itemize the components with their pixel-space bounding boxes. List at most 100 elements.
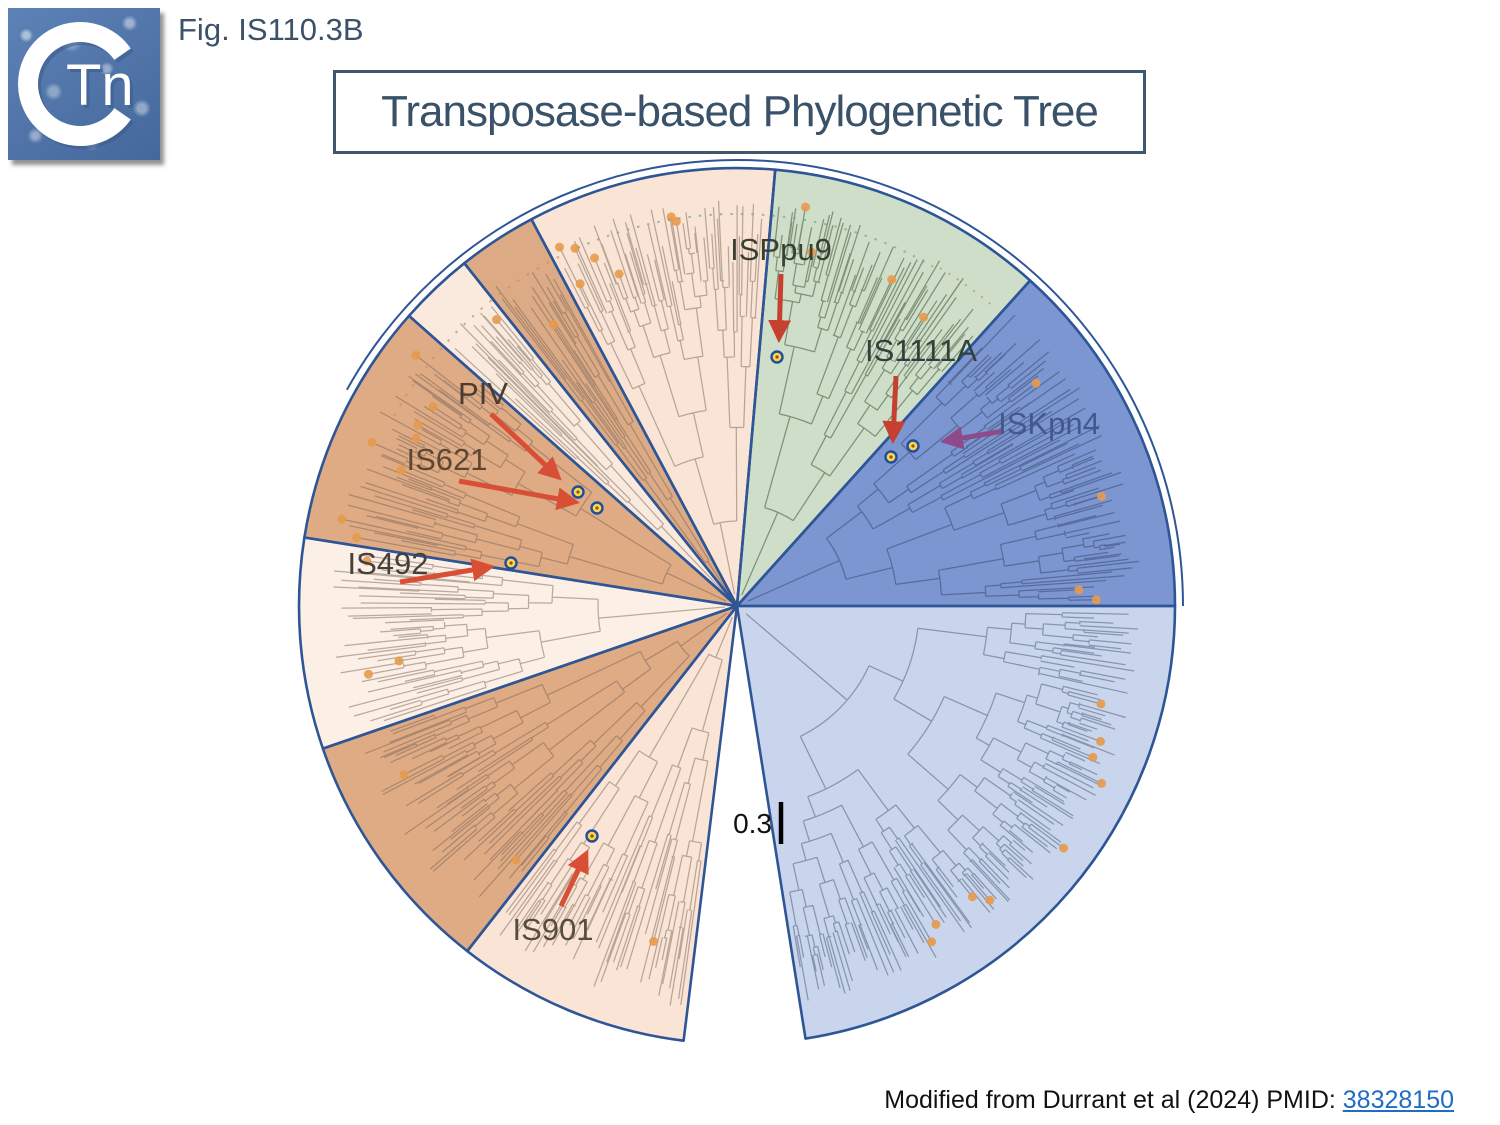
citation-text: Modified from Durrant et al (2024) PMID: (884, 1086, 1343, 1114)
tip-dot (396, 465, 406, 475)
node-marker-core-PIV (576, 490, 580, 494)
tip-dot (555, 242, 564, 252)
tip-dot (570, 243, 580, 253)
branches-blue-medium (747, 314, 1139, 602)
tip-dot (492, 315, 501, 325)
clade-label-IS621: IS621 (406, 442, 487, 477)
sector-outline-peach-is901 (466, 604, 739, 1042)
tip-dot (411, 433, 421, 443)
sector-outline-cream-west (297, 536, 739, 750)
tip-dot (337, 514, 347, 524)
branches-cream-nw (454, 306, 730, 598)
tip-dots-cream-nw (492, 315, 501, 325)
tip-dot (399, 770, 409, 780)
tip-dot (1097, 778, 1107, 788)
tip-dot (919, 312, 929, 322)
node-marker-core-ISKpn4 (911, 444, 915, 448)
tip-dot (364, 669, 373, 679)
sector-orange-nw (464, 219, 737, 607)
logo-graphic: Tn Tn (18, 22, 137, 149)
deco-arc (939, 267, 992, 305)
tip-dots-green (801, 202, 929, 322)
figure-number: Fig. IS110.3B (178, 12, 364, 47)
tip-dot (549, 320, 559, 330)
branches-orange-sw (364, 612, 728, 898)
clade-label-IS1111A: IS1111A (865, 333, 977, 368)
sector-green (737, 169, 1031, 606)
pmid-link[interactable]: 38328150 (1342, 1086, 1454, 1114)
clade-label-PIV: PIV (458, 376, 508, 411)
arrow-IS492 (399, 558, 496, 585)
tip-dot (394, 656, 404, 666)
sector-outline-peach-top (530, 166, 777, 608)
node-marker-core-IS901 (590, 834, 594, 838)
tip-dot (511, 855, 521, 865)
sector-outline-green (735, 168, 1032, 608)
tip-dots-orange-nw (549, 320, 559, 330)
citation: Modified from Durrant et al (2024) PMID:… (884, 1086, 1454, 1115)
tip-dot (1031, 378, 1041, 388)
sector-orange-west (304, 315, 737, 606)
tip-dot (1088, 752, 1098, 762)
tip-dots-cream-west (362, 556, 404, 679)
branches-green (741, 206, 974, 596)
arrow-IS901 (558, 849, 589, 908)
tip-dot (887, 275, 897, 285)
tip-dot (927, 937, 937, 947)
logo-c-arc (18, 22, 131, 146)
outer-arc (346, 158, 1184, 607)
arrow-PIV (489, 412, 562, 481)
tip-dot (428, 402, 438, 411)
node-marker-core-IS621 (595, 506, 599, 510)
logo-monogram-shadow: Tn (69, 56, 137, 121)
branches-peach-is901 (499, 616, 733, 1006)
tip-dots-orange-sw (399, 770, 521, 865)
sector-outline-orange-sw (321, 604, 739, 953)
clade-label-IS492: IS492 (347, 546, 428, 581)
branches-blue-light (745, 612, 1139, 1001)
sector-outline-orange-west (303, 314, 739, 608)
arrow-IS1111A (882, 375, 906, 445)
logo-monogram: Tn (66, 53, 134, 118)
tip-dot (1074, 585, 1084, 595)
branches-peach-top (558, 200, 763, 595)
node-marker-core-IS1111A (889, 455, 893, 459)
node-marker-core-ISPpu9 (775, 355, 779, 359)
tip-dot (1091, 595, 1101, 605)
sector-outline-orange-nw (463, 218, 739, 608)
branches-orange-west (341, 354, 727, 602)
sector-outline-blue-light (735, 604, 1177, 1040)
sector-orange-sw (322, 606, 737, 952)
tip-dot (575, 279, 585, 289)
page-title: Transposase-based Phylogenetic Tree (381, 87, 1099, 136)
branches-cream-west (333, 554, 726, 722)
clade-label-ISPpu9: ISPpu9 (730, 232, 832, 267)
tip-dot (590, 253, 600, 263)
sector-peach-top (531, 168, 776, 607)
tip-dot (931, 919, 941, 929)
tip-dots-peach-is901 (649, 937, 659, 946)
tip-dot (807, 247, 817, 257)
tip-dot (362, 556, 372, 566)
clade-label-IS901: IS901 (512, 912, 593, 947)
tncentral-logo: Tn Tn (8, 8, 160, 160)
tip-dot (411, 350, 421, 360)
tip-dot (1096, 699, 1106, 709)
arrow-ISKpn4 (939, 426, 1005, 450)
tip-dots-blue-medium (1031, 378, 1106, 605)
tip-dot (413, 420, 423, 430)
arrow-IS621 (458, 478, 581, 511)
tip-dot (614, 269, 624, 279)
node-marker-core-IS492 (509, 561, 513, 565)
tip-dot (801, 202, 810, 212)
sector-outline-blue-medium (735, 279, 1177, 608)
arrow-ISPpu9 (768, 273, 792, 344)
tip-dot (1096, 736, 1105, 746)
tip-dot (1097, 491, 1106, 501)
tip-dot (367, 437, 377, 447)
title-box: Transposase-based Phylogenetic Tree (333, 70, 1146, 154)
tip-dot (985, 895, 995, 905)
tip-dots-blue-light (927, 699, 1107, 947)
